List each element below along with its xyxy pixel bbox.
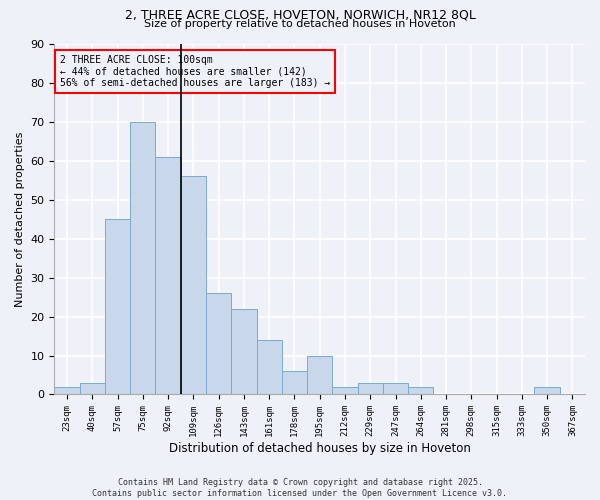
Y-axis label: Number of detached properties: Number of detached properties xyxy=(15,132,25,307)
Text: Size of property relative to detached houses in Hoveton: Size of property relative to detached ho… xyxy=(144,19,456,29)
X-axis label: Distribution of detached houses by size in Hoveton: Distribution of detached houses by size … xyxy=(169,442,470,455)
Text: 2 THREE ACRE CLOSE: 100sqm
← 44% of detached houses are smaller (142)
56% of sem: 2 THREE ACRE CLOSE: 100sqm ← 44% of deta… xyxy=(60,54,330,88)
Bar xyxy=(307,356,332,395)
Bar xyxy=(231,309,257,394)
Bar xyxy=(383,383,408,394)
Bar xyxy=(408,386,433,394)
Bar xyxy=(257,340,282,394)
Bar xyxy=(535,386,560,394)
Bar xyxy=(282,371,307,394)
Bar xyxy=(80,383,105,394)
Bar xyxy=(105,219,130,394)
Text: Contains HM Land Registry data © Crown copyright and database right 2025.
Contai: Contains HM Land Registry data © Crown c… xyxy=(92,478,508,498)
Text: 2, THREE ACRE CLOSE, HOVETON, NORWICH, NR12 8QL: 2, THREE ACRE CLOSE, HOVETON, NORWICH, N… xyxy=(125,9,475,22)
Bar xyxy=(181,176,206,394)
Bar xyxy=(130,122,155,394)
Bar xyxy=(206,293,231,394)
Bar xyxy=(332,386,358,394)
Bar xyxy=(358,383,383,394)
Bar xyxy=(55,386,80,394)
Bar xyxy=(155,157,181,394)
